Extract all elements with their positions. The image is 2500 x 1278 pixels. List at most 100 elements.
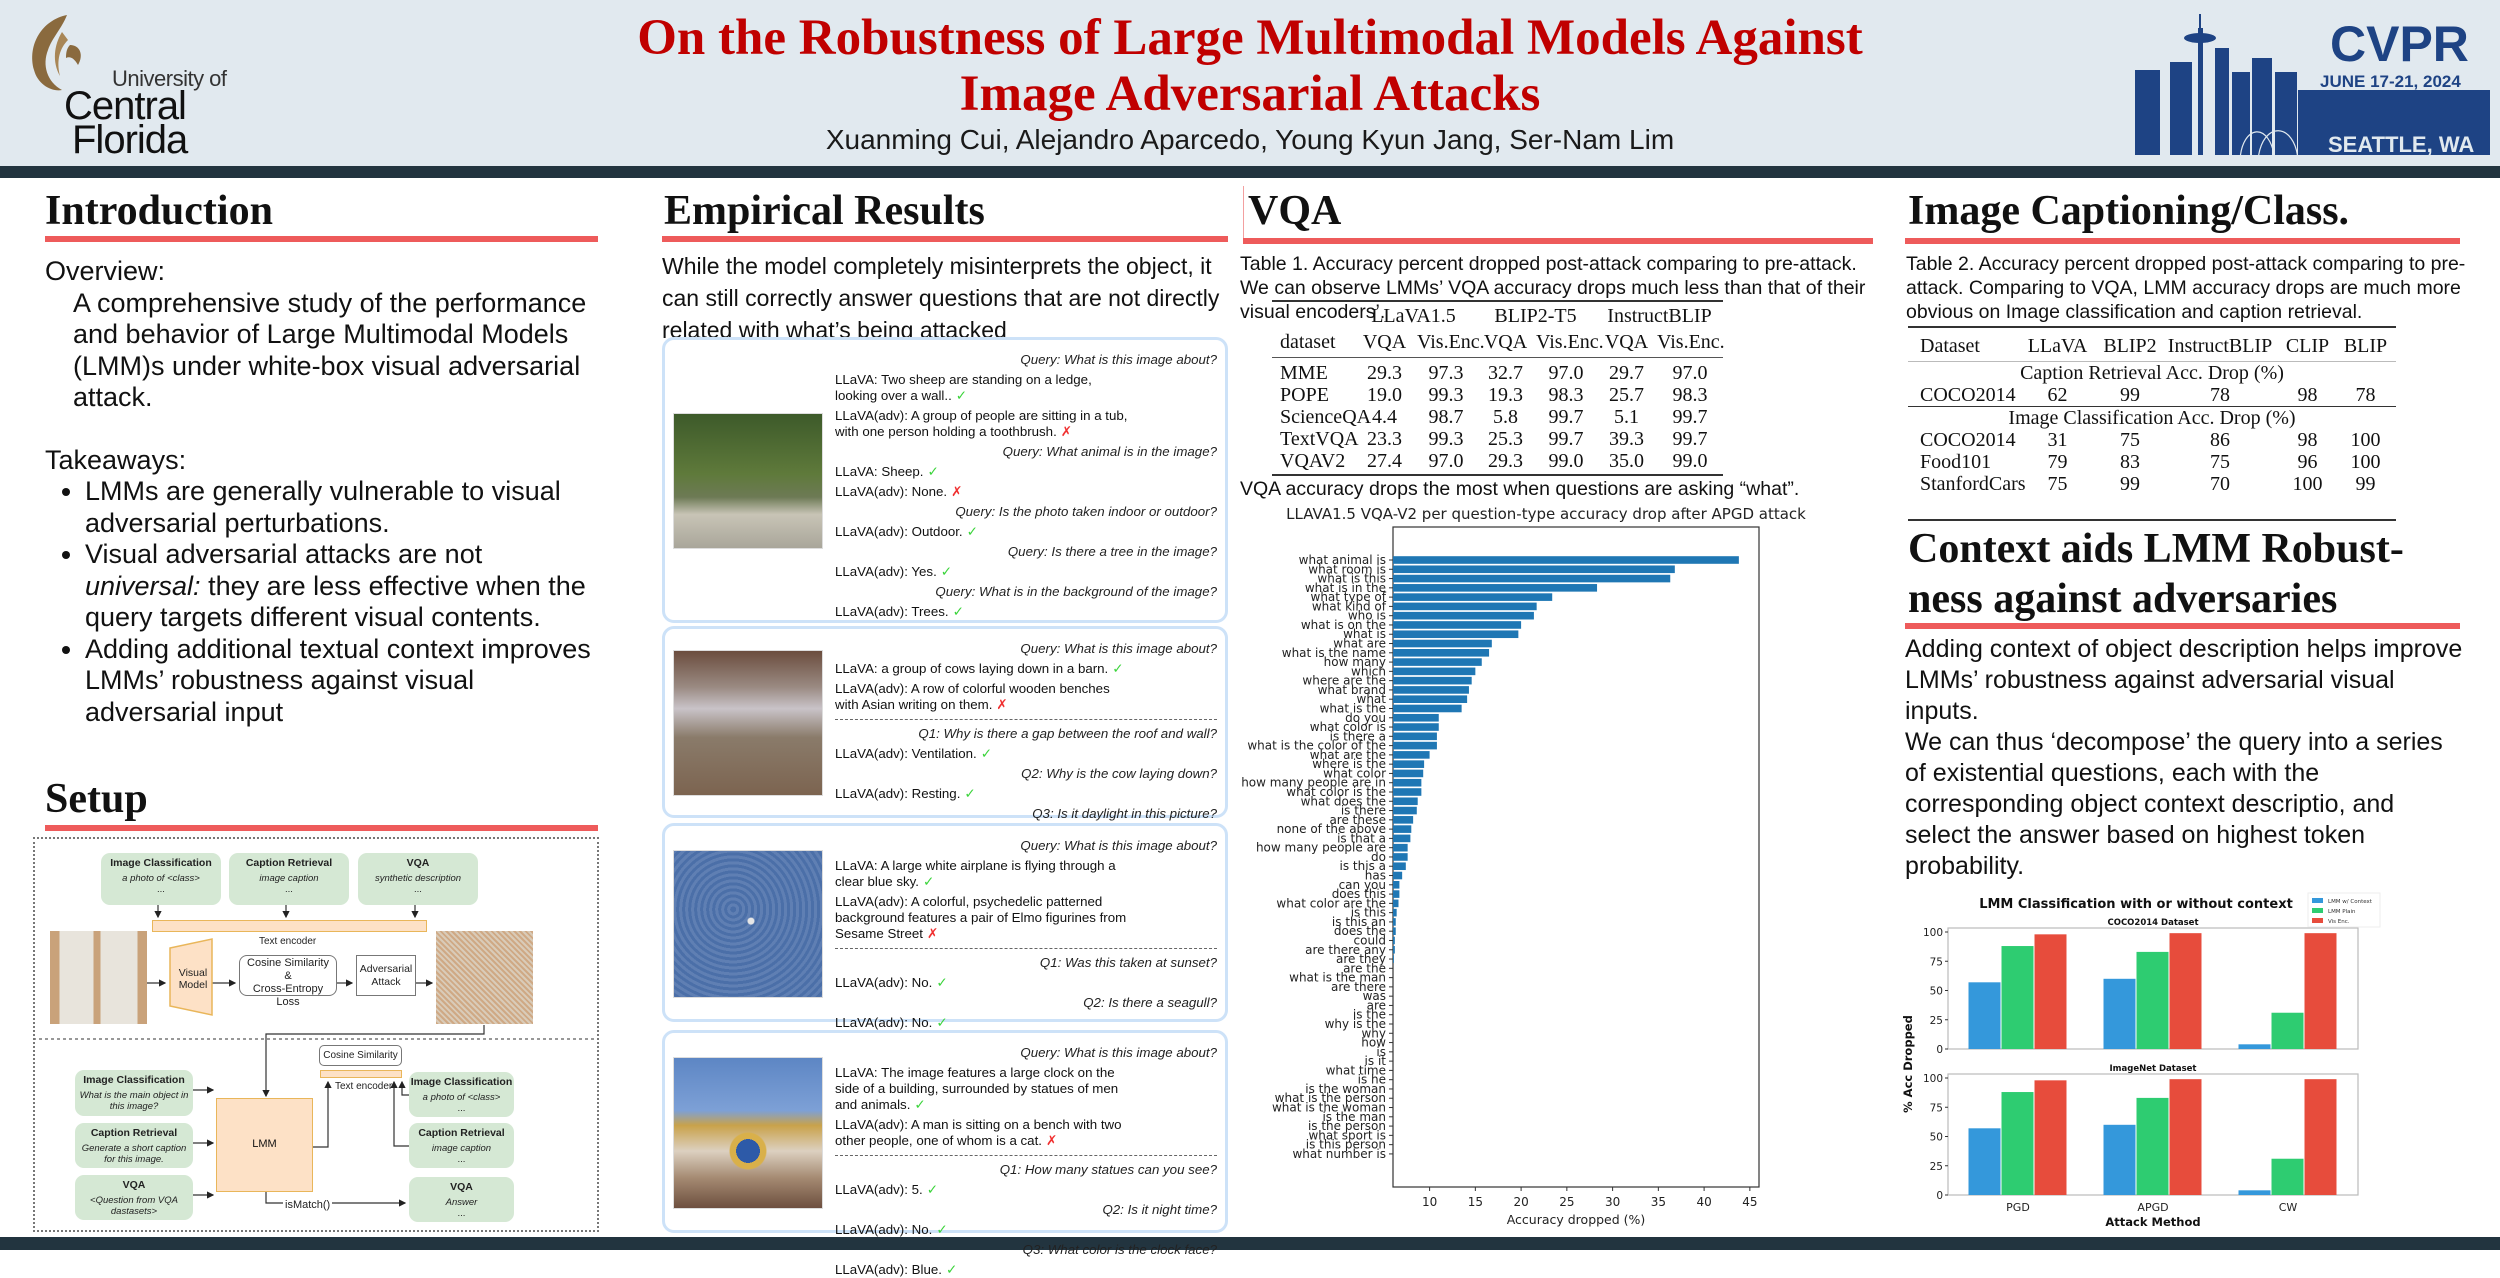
bar xyxy=(1393,732,1437,741)
category-label: what kind of xyxy=(1312,599,1387,613)
category-label: what is the woman xyxy=(1272,1101,1386,1115)
ucf-logo: University of Central Florida xyxy=(20,8,260,160)
category-label: is the woman xyxy=(1305,1082,1386,1096)
line-text: LLaVA(adv): Blue. xyxy=(835,1262,942,1277)
introduction-rule xyxy=(45,236,598,242)
table2-section-label: Image Classification Acc. Drop (%) xyxy=(1908,405,2396,429)
line-text: LLaVA(adv): A colorful, psychedelic patt… xyxy=(835,894,1127,941)
category-label: how many people are in xyxy=(1241,776,1386,790)
table2-cell: 75 xyxy=(2210,450,2230,473)
check-icon: ✓ xyxy=(927,464,939,479)
box-text: synthetic description xyxy=(374,873,462,884)
category-label: is he xyxy=(1358,1073,1386,1087)
box-more: ... xyxy=(414,884,422,895)
bar xyxy=(2169,1079,2202,1195)
box-title: VQA xyxy=(122,1179,146,1191)
y-tick-label: 100 xyxy=(1923,927,1943,939)
category-label: what is on the xyxy=(1301,618,1386,632)
subplot-title: COCO2014 Dataset xyxy=(2107,918,2198,928)
line-text: Query: What is this image about? xyxy=(1020,838,1217,853)
bar xyxy=(1393,667,1476,676)
category-label: is there a xyxy=(1330,729,1386,743)
pegasus-icon xyxy=(32,15,81,91)
category-label: what animal is xyxy=(1299,553,1386,567)
answer-text: LLaVA(adv): Outdoor. ✓ xyxy=(835,524,1135,540)
y-tick-label: 50 xyxy=(1930,986,1943,998)
bar xyxy=(2103,978,2136,1049)
table2-cell: 100 xyxy=(2350,428,2381,451)
line-text: LLaVA(adv): No. xyxy=(835,1222,933,1237)
diagram-arrows xyxy=(33,905,599,1207)
table1-subheader: VQA xyxy=(1596,327,1657,358)
category-label: are the xyxy=(1343,961,1386,975)
box-title: VQA xyxy=(406,857,430,869)
x-tick-label: 45 xyxy=(1742,1195,1757,1209)
bar xyxy=(1393,713,1439,722)
box-text: What is the main object in this image? xyxy=(79,1090,189,1112)
category-label: is there xyxy=(1341,804,1386,818)
table2-cell: 75 xyxy=(2120,428,2140,451)
answer-text: LLaVA: a group of cows laying down in a … xyxy=(835,661,1135,677)
category-label: is this xyxy=(1351,906,1386,920)
table2-cell: 99 xyxy=(2120,383,2140,406)
table1-row: MME 29.3 97.3 32.7 97.0 29.7 97.0 xyxy=(1272,357,1723,384)
category-label: are they xyxy=(1336,952,1386,966)
context-classification-chart: LMM Classification with or without conte… xyxy=(1901,892,2381,1229)
category-label: do xyxy=(1371,850,1386,864)
line-text: LLaVA: Sheep. xyxy=(835,464,924,479)
query-text: Query: What is this image about? xyxy=(835,641,1217,657)
box-title: Caption Retrieval xyxy=(245,857,333,869)
right-box-vqa: VQA Answer... xyxy=(409,1177,514,1222)
table1-cell: 99.3 xyxy=(1428,383,1464,406)
captioning-rule xyxy=(1905,238,2460,244)
table2-row: COCO2014 62 99 78 98 78 xyxy=(1908,384,2396,407)
answer-text: LLaVA: A large white airplane is flying … xyxy=(835,858,1135,890)
takeaway-item: LMMs are generally vulnerable to visual … xyxy=(85,476,605,539)
clock-building-image xyxy=(673,1056,823,1209)
check-icon: ✓ xyxy=(936,1015,948,1030)
cosine-loss-line: & xyxy=(284,970,292,982)
table2-section-row: Image Classification Acc. Drop (%) xyxy=(1908,405,2396,429)
chart-title: LLAVA1.5 VQA-V2 per question-type accura… xyxy=(1286,505,1806,523)
table1-cell: 29.3 xyxy=(1367,361,1402,384)
line-text: Q1: Was this taken at sunset? xyxy=(1039,955,1217,970)
category-label: what xyxy=(1357,692,1387,706)
captioning-heading: Image Captioning/Class. xyxy=(1908,188,2350,234)
line-text: LLaVA(adv): Outdoor. xyxy=(835,524,963,539)
bar xyxy=(1393,723,1439,731)
table2-header: BLIP xyxy=(2335,331,2396,362)
table1-cell: 99.7 xyxy=(1672,427,1708,450)
check-icon: ✓ xyxy=(914,1097,926,1112)
table1-group: InstructBLIP xyxy=(1607,305,1712,327)
table2-row: COCO2014 31 75 86 98 100 xyxy=(1908,429,2396,451)
line-text: Q3: Is it daylight in this picture? xyxy=(1032,806,1217,821)
top-box-vqa: VQA synthetic description... xyxy=(358,853,478,905)
category-label: are these xyxy=(1329,813,1386,827)
category-label: what room is xyxy=(1308,562,1386,576)
category-label: is xyxy=(1376,1045,1386,1059)
dashed-divider xyxy=(835,1155,1217,1156)
category-label: is the xyxy=(1353,1008,1386,1022)
x-tick-label: 15 xyxy=(1468,1195,1483,1209)
category-label: could xyxy=(1354,933,1387,947)
box-more: ... xyxy=(157,884,165,895)
answer-text: LLaVA(adv): Blue. ✓ xyxy=(835,1262,1135,1278)
example-panel: Query: What is this image about? LLaVA: T… xyxy=(662,1030,1228,1277)
check-icon: ✓ xyxy=(923,874,935,889)
table1-cell: 19.0 xyxy=(1367,383,1402,406)
box-title: Image Classification xyxy=(83,1074,185,1086)
line-text: Query: Is the photo taken indoor or outd… xyxy=(955,504,1217,519)
box-text: image caption xyxy=(431,1143,492,1154)
check-icon: ✓ xyxy=(940,564,952,579)
table1: LLaVA1.5 BLIP2-T5 InstructBLIP dataset VQ… xyxy=(1272,305,1725,472)
table1-row: POPE 19.0 99.3 19.3 98.3 25.7 98.3 xyxy=(1272,384,1723,406)
category-label: what is the color of the xyxy=(1247,739,1386,753)
cvpr-logo: CVPR JUNE 17-21, 2024 SEATTLE, WA xyxy=(2130,10,2490,157)
overview-text: A comprehensive study of the performance… xyxy=(73,287,587,413)
table1-cell: 29.3 xyxy=(1488,449,1523,472)
bar xyxy=(1393,649,1490,657)
setup-rule xyxy=(45,825,598,831)
x-axis-label: Accuracy dropped (%) xyxy=(1507,1212,1646,1227)
cvpr-name: CVPR xyxy=(2330,16,2469,72)
table2-cell: COCO2014 xyxy=(1920,428,2016,451)
